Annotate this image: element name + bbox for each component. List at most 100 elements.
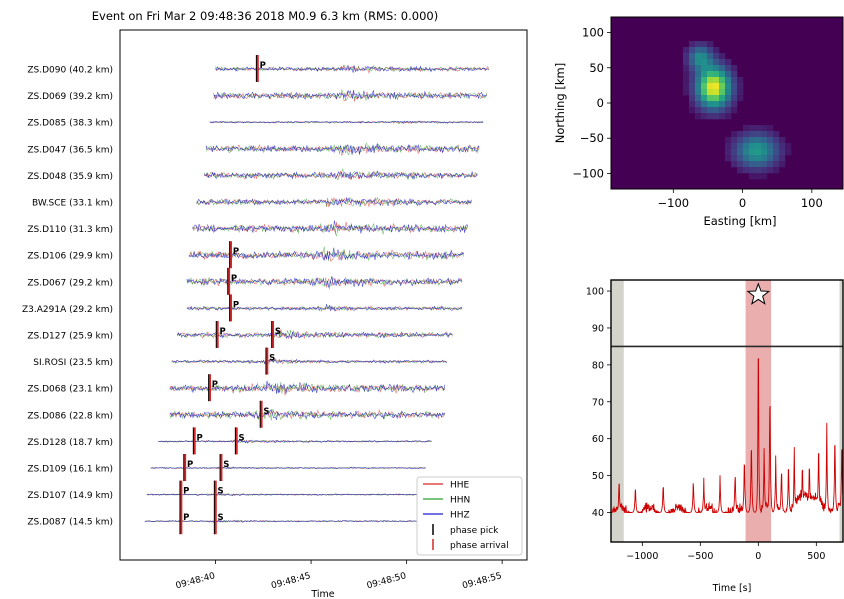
- heatmap-cell: [689, 47, 696, 54]
- seismogram-xlabel: Time: [310, 589, 334, 599]
- heatmap-cell: [773, 161, 780, 168]
- station-label: ZS.D109 (16.1 km): [27, 465, 113, 475]
- phase-label: P: [212, 380, 218, 390]
- heatmap-cell: [695, 41, 702, 48]
- heatmap-cell: [767, 143, 774, 150]
- heatmap-cell: [725, 113, 732, 120]
- heatmap-cell: [689, 71, 696, 78]
- heatmap-cell: [701, 41, 708, 48]
- heatmap-cell: [689, 107, 696, 114]
- heatmap-cell: [731, 95, 738, 102]
- heatmap-cell: [719, 83, 726, 90]
- heatmap-cell: [737, 89, 744, 96]
- station-label: ZS.D068 (23.1 km): [27, 385, 113, 395]
- heatmap-cell: [755, 167, 762, 174]
- heatmap-cell: [749, 155, 756, 162]
- stack-ytick-label: 90: [592, 323, 604, 334]
- heatmap-cell: [689, 53, 696, 60]
- trace-hhz: [215, 64, 489, 73]
- heatmap-cell: [731, 155, 738, 162]
- heatmap-cell: [707, 107, 714, 114]
- station-label: SI.ROSI (23.5 km): [33, 358, 113, 368]
- trace-hhz: [213, 89, 487, 100]
- heatmap-cell: [743, 131, 750, 138]
- station-label: ZS.D110 (31.3 km): [27, 225, 113, 235]
- heatmap-cell: [779, 137, 786, 144]
- trace-hhz: [158, 439, 432, 444]
- heatmap-cell: [689, 77, 696, 84]
- stack-xtick-label: −500: [687, 551, 713, 562]
- heatmap-cell: [683, 65, 690, 72]
- heatmap-cell: [761, 131, 768, 138]
- seismogram-xtick-label: 09:48:45: [270, 571, 312, 591]
- heatmap-cell: [701, 53, 708, 60]
- heatmap-cell: [767, 131, 774, 138]
- heatmap-cell: [719, 53, 726, 60]
- phase-label: S: [263, 407, 269, 417]
- heatmap-cell: [749, 161, 756, 168]
- heatmap-cell: [695, 71, 702, 78]
- heatmap-cell: [689, 101, 696, 108]
- station-label: ZS.D087 (14.5 km): [27, 518, 113, 528]
- heatmap-cell: [683, 53, 690, 60]
- station-label: ZS.D107 (14.9 km): [27, 491, 113, 501]
- heatmap-ytick-label: −100: [572, 166, 604, 180]
- heatmap-cell: [719, 59, 726, 66]
- heatmap-cell: [707, 89, 714, 96]
- stack-axes-frame: [610, 279, 844, 543]
- heatmap-cell: [743, 137, 750, 144]
- phase-label: P: [233, 300, 239, 310]
- stack-ytick-label: 80: [592, 360, 604, 371]
- heatmap-cell: [701, 101, 708, 108]
- trace-hhz: [192, 220, 468, 234]
- heatmap-cell: [773, 149, 780, 156]
- heatmap-cell: [725, 95, 732, 102]
- heatmap-cell: [701, 83, 708, 90]
- heatmap-cell: [737, 161, 744, 168]
- heatmap-ytick-label: −50: [580, 131, 604, 145]
- heatmap-cell: [755, 173, 762, 180]
- heatmap-cell: [713, 77, 720, 84]
- seismogram-axes-frame: [119, 29, 528, 561]
- heatmap-cell: [683, 83, 690, 90]
- phase-label: P: [233, 247, 239, 257]
- trace-hhz: [209, 120, 484, 124]
- phase-label: P: [260, 61, 266, 71]
- heatmap-cell: [731, 71, 738, 78]
- station-label: ZS.D106 (29.9 km): [27, 252, 113, 262]
- heatmap-cell: [725, 101, 732, 108]
- heatmap-ytick-label: 50: [589, 61, 604, 75]
- trace-hhz: [186, 304, 463, 312]
- phase-label: P: [231, 274, 237, 284]
- heatmap-cell: [749, 173, 756, 180]
- heatmap-cell: [689, 59, 696, 66]
- heatmap-xtick-label: 100: [801, 196, 823, 210]
- heatmap-xtick-label: 0: [739, 196, 746, 210]
- heatmap-cell: [779, 143, 786, 150]
- stack-function-line: [610, 357, 844, 514]
- stack-xtick-label: 0: [755, 551, 761, 562]
- heatmap-cell: [773, 137, 780, 144]
- heatmap-cell: [761, 125, 768, 132]
- peak-star-marker: [746, 282, 771, 305]
- trace-hhz: [169, 409, 446, 421]
- heatmap-cell: [695, 89, 702, 96]
- trace-hhz: [150, 466, 426, 470]
- heatmap-cell: [725, 59, 732, 66]
- heatmap-cell: [713, 89, 720, 96]
- heatmap-cell: [731, 83, 738, 90]
- heatmap-cell: [713, 59, 720, 66]
- heatmap-cell: [779, 149, 786, 156]
- heatmap-cell: [725, 77, 732, 84]
- heatmap-cell: [755, 155, 762, 162]
- heatmap-cell: [731, 137, 738, 144]
- legend-hhz-label: HHZ: [450, 511, 470, 521]
- heatmap-cell: [767, 149, 774, 156]
- heatmap-cell: [761, 167, 768, 174]
- seismogram-xtick-label: 09:48:50: [366, 571, 408, 591]
- heatmap-cell: [719, 89, 726, 96]
- trace-hhz: [171, 358, 447, 365]
- heatmap-cell: [731, 149, 738, 156]
- phase-label: S: [269, 354, 275, 364]
- heatmap-cell: [749, 137, 756, 144]
